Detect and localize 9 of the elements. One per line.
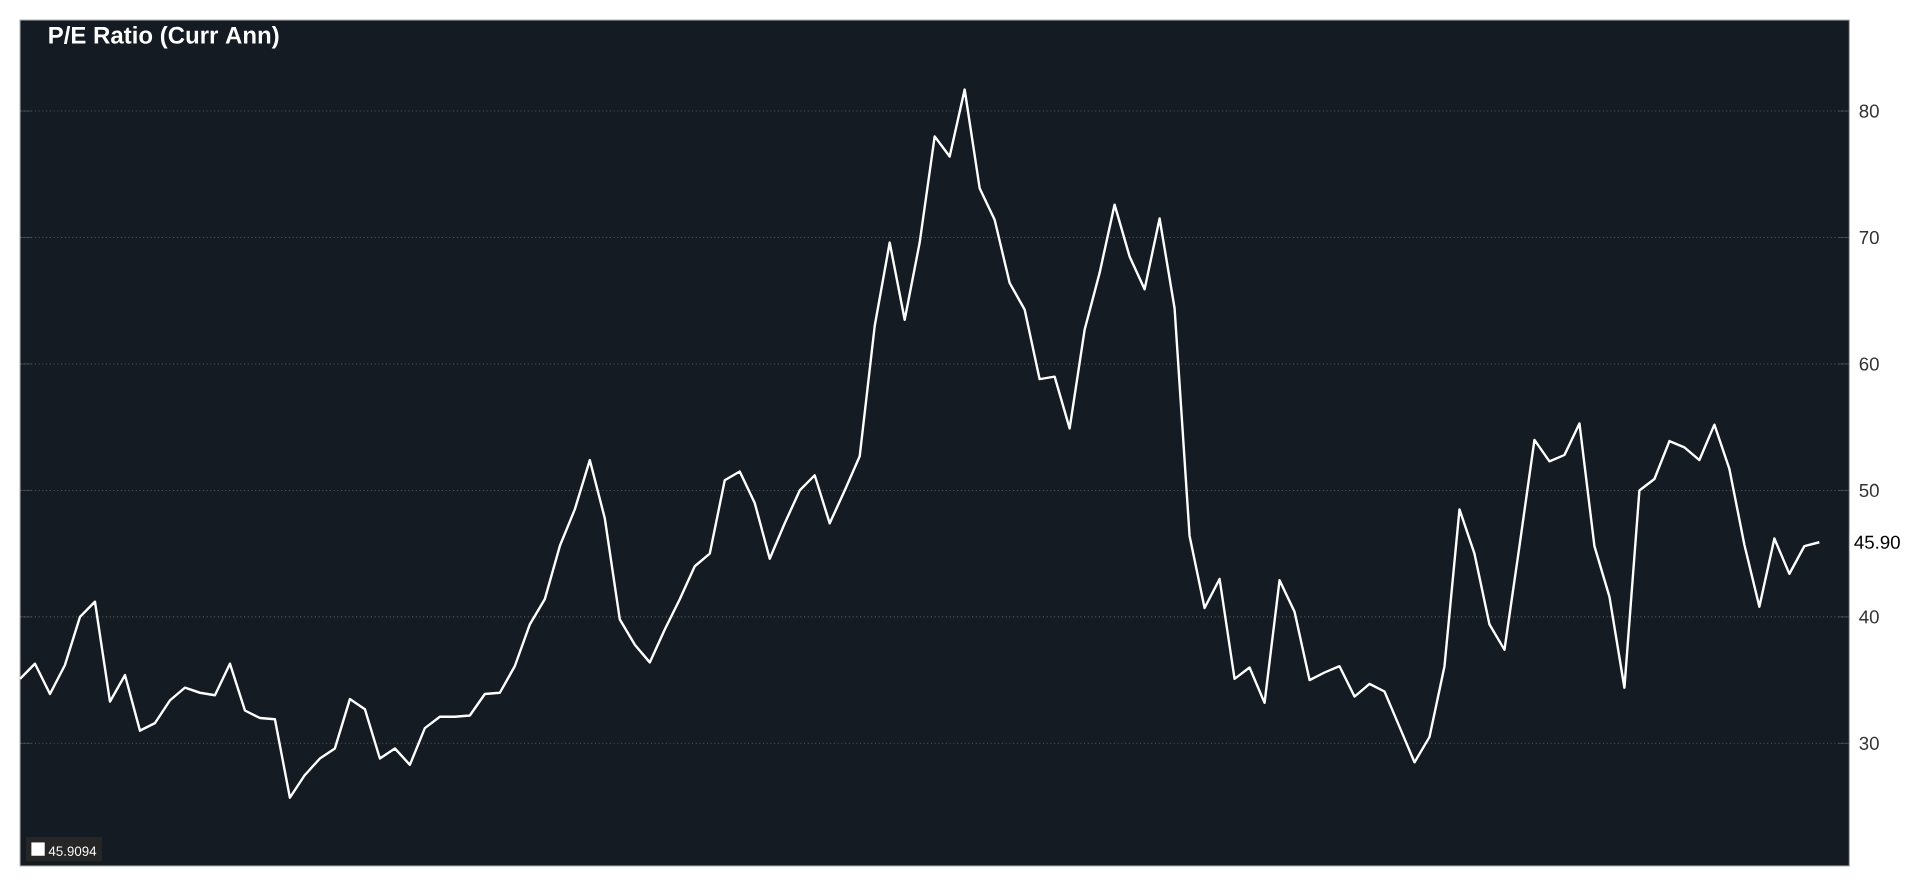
y-tick-label: 60 (1859, 357, 1879, 371)
chart-title: P/E Ratio (Curr Ann) (49, 26, 279, 49)
y-tick-label: 70 (1859, 230, 1879, 245)
y-tick-label: 50 (1859, 483, 1879, 498)
annotation: 45.90 (1854, 535, 1900, 549)
line-series (18, 88, 1821, 799)
y-tick-label: 40 (1859, 610, 1879, 624)
y-tick-label: 30 (1859, 736, 1879, 750)
y-tick-label: 80 (1859, 104, 1879, 118)
